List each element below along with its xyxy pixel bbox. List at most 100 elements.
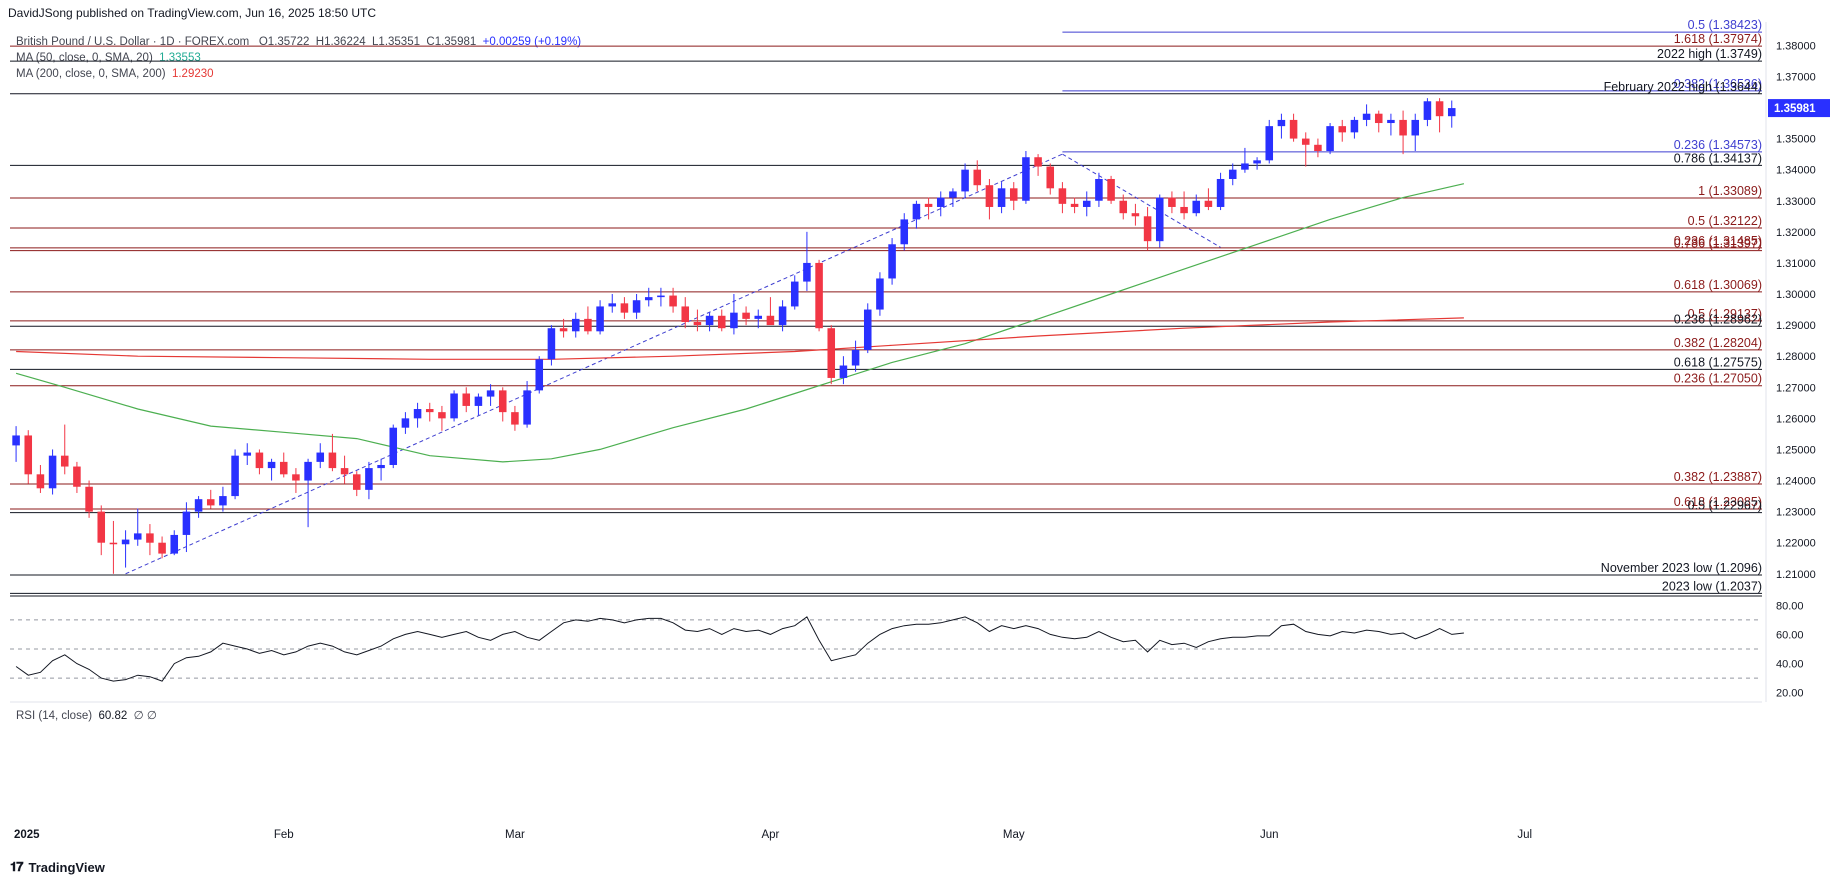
- candle-body: [790, 281, 799, 307]
- candle-body: [85, 486, 93, 512]
- price-tick-label: 1.28000: [1776, 351, 1816, 363]
- candle-body: [243, 452, 252, 456]
- candle-body: [328, 452, 337, 469]
- candle-body: [949, 191, 957, 198]
- candle-body: [1411, 119, 1420, 136]
- candle-body: [462, 393, 471, 406]
- rsi-tick-label: 80.00: [1776, 600, 1804, 612]
- candle-body: [1301, 138, 1310, 145]
- level-label: 0.5 (1.32122): [1688, 214, 1762, 228]
- candle-body: [401, 418, 410, 428]
- rsi-pane: 80.00 60.00 40.00 20.00: [10, 600, 1804, 700]
- candle-body: [1192, 200, 1201, 214]
- chart-grid: [10, 22, 1767, 703]
- candle-body: [1228, 169, 1237, 179]
- rsi-label[interactable]: RSI (14, close): [16, 710, 93, 722]
- candle-body: [1435, 101, 1444, 117]
- price-tick-label: 1.22000: [1776, 538, 1816, 550]
- tradingview-logo[interactable]: 𝟏𝟕 TradingView: [10, 859, 105, 875]
- candle-body: [1326, 126, 1334, 152]
- candle-body: [1374, 113, 1383, 124]
- candle-body: [1350, 119, 1359, 133]
- candle-body: [1180, 206, 1188, 214]
- candle-body: [693, 321, 702, 326]
- candle-body: [936, 197, 945, 207]
- candle-body: [365, 468, 373, 490]
- candle-body: [292, 474, 300, 481]
- legend-symbol-row: British Pound / U.S. Dollar · 1D · FOREX…: [16, 34, 581, 50]
- legend-symbol[interactable]: British Pound / U.S. Dollar · 1D · FOREX…: [16, 36, 250, 48]
- price-tick-label: 1.23000: [1776, 507, 1816, 519]
- candle-body: [535, 359, 544, 391]
- candle-body: [1447, 108, 1456, 117]
- candle-body: [608, 303, 617, 307]
- legend-high: H1.36224: [315, 36, 366, 48]
- candle-body: [1058, 188, 1067, 204]
- candle-body: [450, 393, 458, 419]
- candle-body: [766, 315, 775, 326]
- time-tick-label: Jul: [1517, 829, 1532, 841]
- candle-body: [1143, 216, 1152, 242]
- candle-body: [486, 390, 495, 397]
- candle-body: [523, 390, 531, 425]
- price-tick-label: 1.34000: [1776, 165, 1816, 177]
- candle-body: [48, 455, 57, 489]
- price-tick-label: 1.35000: [1776, 134, 1816, 146]
- candle-body: [304, 461, 312, 481]
- candle-body: [316, 452, 325, 462]
- level-label: 0.5 (1.38423): [1688, 18, 1762, 32]
- candle-body: [1216, 178, 1225, 207]
- level-label: November 2023 low (1.2096): [1601, 561, 1762, 575]
- candle-body: [109, 542, 118, 545]
- candle-body: [146, 533, 154, 543]
- candle-body: [912, 203, 921, 220]
- candle-body: [24, 435, 33, 475]
- time-tick-label: May: [1003, 829, 1025, 841]
- candle-body: [717, 315, 726, 329]
- rsi-value: 60.82: [98, 710, 128, 722]
- candle-body: [863, 309, 872, 350]
- candle-body: [1034, 157, 1042, 167]
- candle-body: [778, 306, 787, 326]
- legend-ma200-row: MA (200, close, 0, SMA, 200) 1.29230: [16, 66, 581, 82]
- candle-body: [158, 542, 166, 554]
- candle-body: [888, 244, 896, 279]
- candle-body: [1082, 200, 1091, 207]
- legend-ma200-value: 1.29230: [171, 68, 214, 80]
- time-tick-label: Mar: [505, 829, 525, 841]
- candle-body: [1119, 200, 1128, 214]
- candle-body: [352, 474, 361, 490]
- candle-body: [803, 262, 811, 282]
- candle-body: [547, 328, 556, 360]
- price-tick-label: 1.31000: [1776, 258, 1816, 270]
- price-tick-label: 1.25000: [1776, 444, 1816, 456]
- candle-body: [815, 262, 823, 329]
- candle-body: [1070, 203, 1079, 207]
- level-label: 0.382 (1.23887): [1674, 470, 1762, 484]
- candles: [12, 98, 1456, 574]
- legend-open: O1.35722: [258, 36, 310, 48]
- moving-averages: [15, 183, 1465, 463]
- candle-body: [596, 306, 604, 332]
- price-axis[interactable]: 1.380001.370001.360001.350001.340001.330…: [1768, 40, 1830, 581]
- level-label: 0.236 (1.28962): [1674, 312, 1762, 326]
- legend-ma200-label[interactable]: MA (200, close, 0, SMA, 200): [16, 68, 166, 80]
- price-tick-label: 1.24000: [1776, 476, 1816, 488]
- price-tick-label: 1.37000: [1776, 71, 1816, 83]
- candle-body: [1253, 160, 1261, 164]
- level-label: 0.236 (1.31485): [1674, 234, 1762, 248]
- candle-body: [1241, 163, 1249, 170]
- level-label: February 2022 high (1.3644): [1604, 80, 1762, 94]
- candle-body: [559, 328, 568, 332]
- level-label: 0.236 (1.27050): [1674, 372, 1762, 386]
- candle-body: [267, 461, 276, 469]
- candle-body: [1046, 166, 1055, 189]
- candle-body: [961, 169, 969, 192]
- time-axis[interactable]: 2025 Feb Mar Apr May Jun Jul: [14, 829, 1532, 841]
- rsi-tick-label: 40.00: [1776, 659, 1804, 671]
- level-labels: 0.5 (1.38423)1.618 (1.37974)2022 high (1…: [1601, 18, 1762, 593]
- candle-body: [620, 303, 629, 313]
- candle-body: [730, 312, 738, 329]
- candle-body: [1168, 197, 1176, 207]
